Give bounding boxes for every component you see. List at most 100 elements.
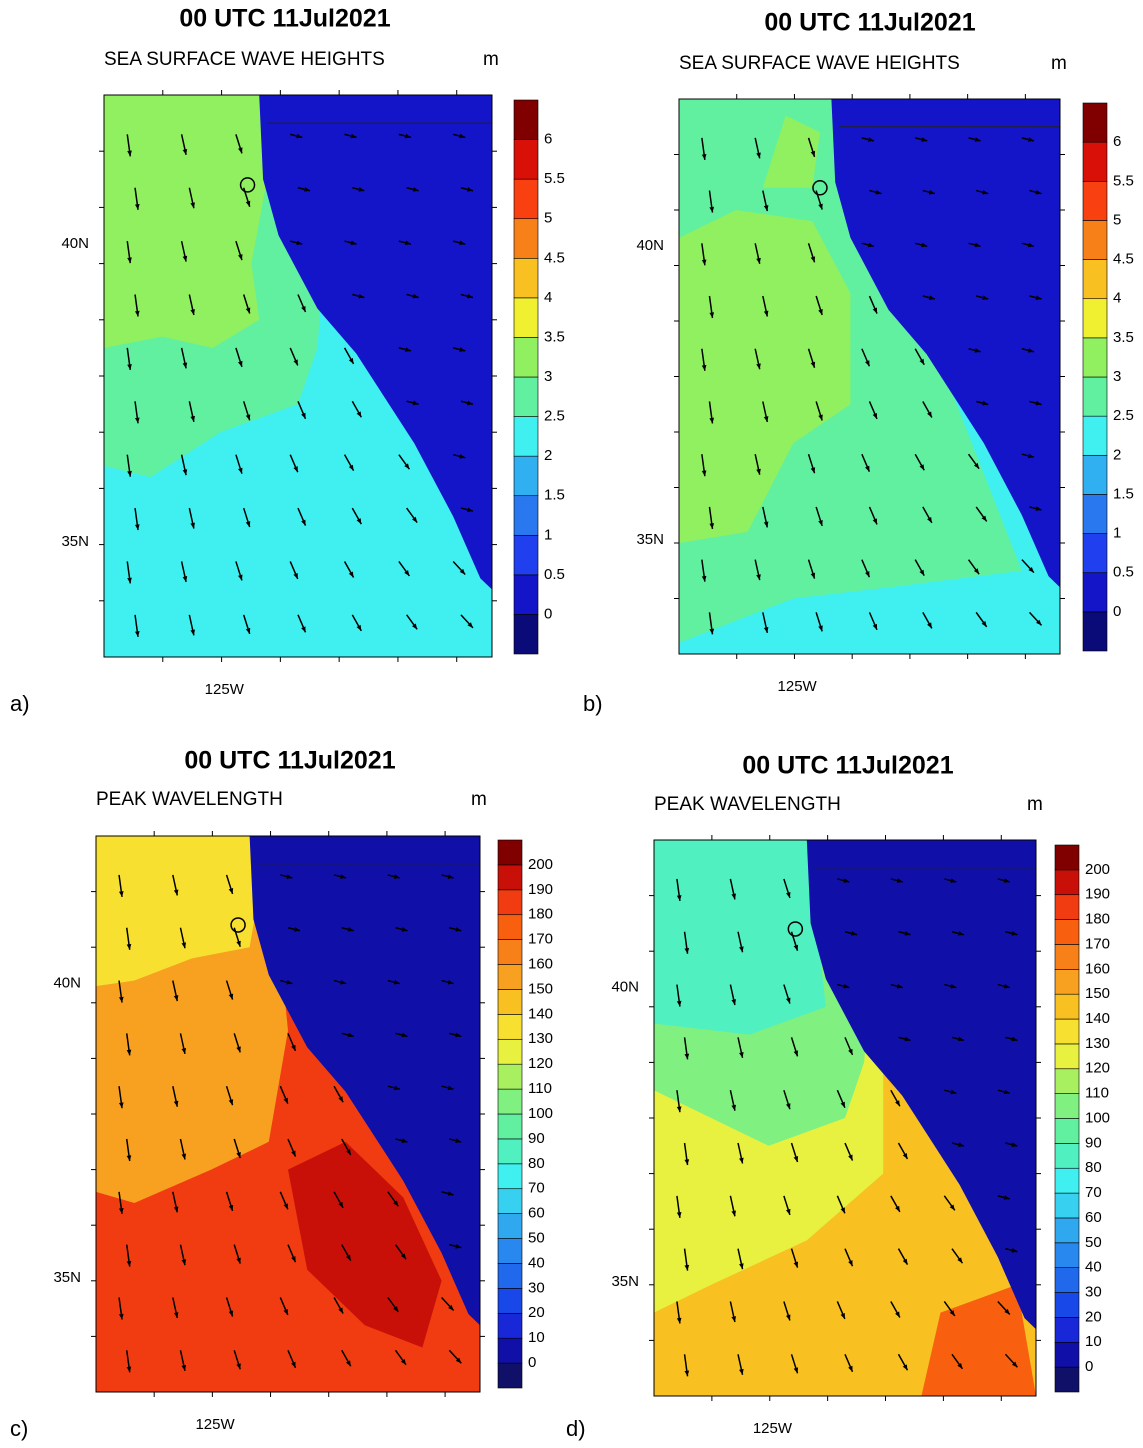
- colorbar-box: [497, 1163, 523, 1190]
- arrow-head: [1011, 931, 1018, 936]
- colorbar-box: [1054, 1317, 1080, 1343]
- colorbar-label: 40: [528, 1254, 545, 1271]
- arrow-head: [1035, 295, 1042, 300]
- arrow-head: [404, 133, 411, 139]
- colorbar-label: 2.5: [1113, 407, 1134, 424]
- arrow-head: [459, 568, 466, 575]
- arrow-head: [393, 1306, 399, 1312]
- arrow-head: [793, 944, 799, 951]
- arrow-head: [348, 571, 354, 578]
- lon-label: 125W: [205, 681, 245, 698]
- arrow-head: [763, 521, 769, 528]
- arrow-head: [404, 240, 411, 246]
- arrow-head: [245, 200, 251, 207]
- arrow-head: [228, 1099, 234, 1106]
- colorbar-label: 170: [1085, 935, 1110, 952]
- arrow-head: [785, 997, 791, 1004]
- arrow-head: [127, 470, 132, 477]
- arrow-head: [763, 310, 769, 317]
- arrow-head: [467, 293, 473, 299]
- arrow-head: [283, 1308, 288, 1315]
- colorbar-box: [497, 1362, 523, 1389]
- arrow-head: [238, 360, 243, 367]
- arrow-head: [1035, 506, 1042, 511]
- colorbar-box: [1082, 337, 1108, 378]
- panel-label: a): [10, 691, 30, 716]
- arrow-head: [118, 1208, 124, 1214]
- arrow-head: [447, 979, 454, 985]
- colorbar-label: 2.5: [544, 408, 565, 425]
- arrow-head: [701, 470, 707, 477]
- lat-label: 40N: [53, 974, 81, 991]
- arrow-head: [283, 1097, 288, 1104]
- arrow-head: [904, 1036, 911, 1042]
- arrow-head: [950, 878, 957, 883]
- lat-label: 40N: [611, 978, 639, 995]
- arrow-head: [928, 189, 935, 195]
- arrow-head: [182, 255, 188, 262]
- colorbar-label: 70: [528, 1180, 545, 1197]
- arrow-head: [974, 137, 981, 142]
- arrow-head: [118, 1313, 124, 1320]
- arrow-head: [301, 306, 306, 313]
- arrow-head: [412, 187, 419, 192]
- arrow-head: [958, 1036, 964, 1042]
- map-panel: [99, 90, 497, 662]
- arrow-head: [134, 203, 140, 210]
- arrow-head: [756, 363, 761, 370]
- colorbar-label: 200: [528, 856, 553, 873]
- arrow-head: [739, 1263, 744, 1270]
- arrow-head: [949, 1310, 955, 1316]
- arrow-head: [843, 878, 850, 883]
- colorbar-box: [1054, 1093, 1080, 1119]
- arrow-head: [181, 942, 187, 949]
- colorbar-box: [1054, 919, 1080, 945]
- arrow-head: [126, 1049, 132, 1056]
- arrow-head: [957, 1257, 963, 1264]
- colorbar-label: 90: [1085, 1134, 1102, 1151]
- lat-label: 40N: [61, 235, 89, 252]
- colorbar-label: 5: [544, 210, 552, 227]
- land-region: [806, 840, 1036, 1330]
- arrow-head: [701, 154, 707, 160]
- arrow-head: [684, 1159, 690, 1166]
- arrow-head: [346, 1254, 351, 1261]
- colorbar-box: [1082, 415, 1108, 456]
- colorbar-label: 80: [1085, 1159, 1102, 1176]
- arrow-head: [238, 147, 243, 154]
- arrow-head: [895, 1311, 900, 1318]
- arrow-head: [118, 996, 124, 1003]
- arrow-head: [126, 1366, 132, 1373]
- arrow-head: [1003, 878, 1010, 883]
- colorbar-box: [1054, 993, 1080, 1020]
- colorbar-box: [497, 939, 523, 965]
- arrow-head: [848, 1048, 853, 1055]
- arrow-head: [872, 518, 877, 525]
- colorbar-label: 0.5: [1113, 564, 1134, 581]
- colorbar-box: [513, 376, 539, 417]
- colorbar-box: [497, 889, 523, 916]
- station-marker: [239, 177, 256, 193]
- colorbar-box: [1054, 894, 1080, 920]
- arrow-head: [401, 1138, 408, 1143]
- arrow-head: [974, 242, 981, 248]
- arrow-head: [676, 1106, 682, 1113]
- arrow-head: [981, 515, 987, 522]
- colorbar-label: 4: [544, 289, 552, 306]
- colorbar-box: [1082, 259, 1108, 300]
- colorbar-box: [1054, 1292, 1080, 1318]
- panel-subtitle: PEAK WAVELENGTH: [654, 794, 841, 815]
- arrow-head: [467, 507, 473, 512]
- arrow-head: [676, 895, 682, 901]
- arrow-head: [245, 307, 251, 314]
- arrow-head: [818, 625, 823, 632]
- arrow-head: [793, 1156, 799, 1163]
- arrow-head: [921, 242, 928, 248]
- colorbar-box: [1054, 869, 1080, 896]
- colorbar-box: [1082, 298, 1108, 339]
- arrow-head: [236, 1257, 241, 1264]
- arrow-head: [927, 411, 932, 418]
- arrow-head: [238, 574, 243, 581]
- panel-title: 00 UTC 11Jul2021: [742, 752, 953, 780]
